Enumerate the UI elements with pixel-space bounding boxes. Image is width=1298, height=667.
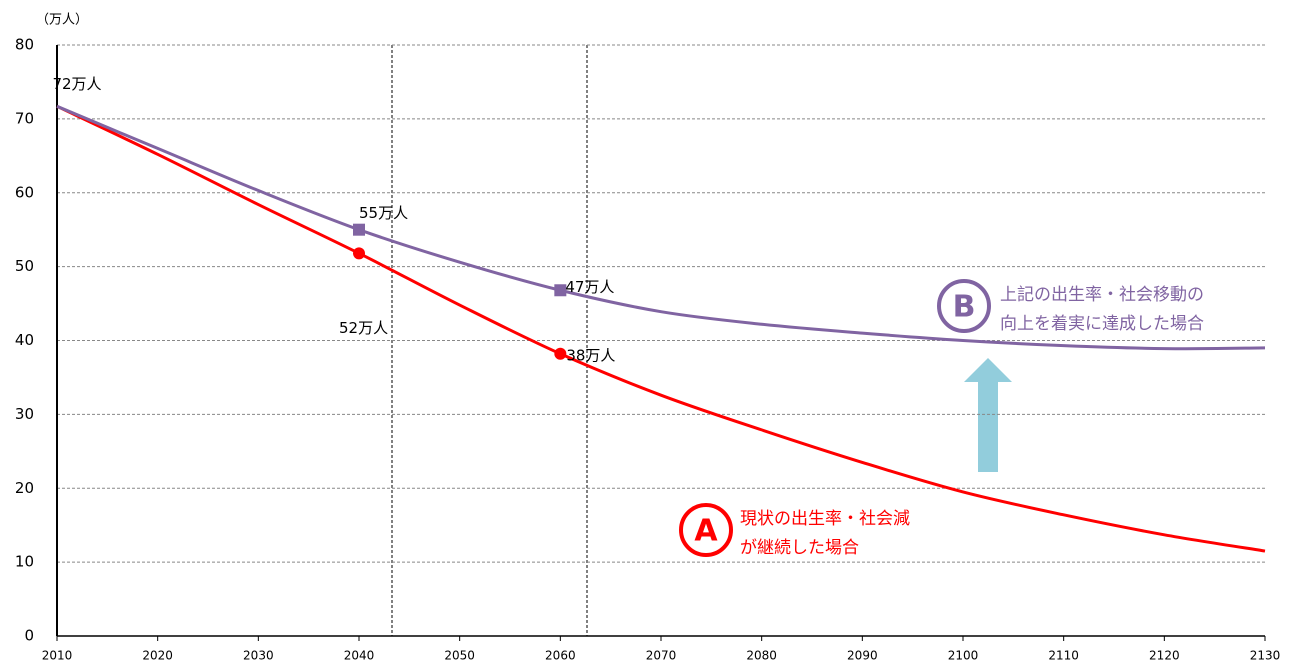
marker: [353, 223, 365, 236]
y-tick-label: 70: [15, 109, 34, 127]
y-tick-label: 10: [15, 553, 34, 571]
annotation-letter: A: [694, 514, 718, 549]
x-tick-label: 2030: [243, 649, 274, 663]
x-tick-label: 2050: [444, 649, 475, 663]
annotation-text: が継続した場合: [740, 538, 859, 558]
marker: [554, 347, 567, 360]
x-tick-label: 2070: [646, 649, 677, 663]
x-tick-label: 2080: [746, 649, 777, 663]
line: [56, 104, 1266, 553]
annotation-text: 現状の出生率・社会減: [740, 509, 910, 529]
annotation-letter: B: [953, 290, 976, 325]
y-unit-label: （万人）: [36, 13, 88, 28]
x-tick-label: 2120: [1149, 649, 1180, 663]
data-label: 47万人: [565, 278, 614, 296]
arrow: [964, 358, 1012, 472]
x-tick-label: 2090: [847, 649, 878, 663]
marker: [554, 284, 567, 297]
y-tick-label: 0: [24, 627, 34, 645]
annotation-text: 向上を着実に達成した場合: [1000, 314, 1204, 334]
annotation-badge: [679, 503, 733, 557]
x-tick-label: 2100: [948, 649, 979, 663]
x-tick-label: 2040: [344, 649, 375, 663]
y-tick-label: 80: [15, 36, 34, 54]
x-tick-label: 2110: [1048, 649, 1079, 663]
y-tick-label: 50: [15, 257, 34, 275]
x-tick-label: 2020: [142, 649, 173, 663]
y-tick-label: 30: [15, 405, 34, 423]
marker: [353, 247, 365, 260]
x-tick-label: 2060: [545, 649, 576, 663]
annotation-badge: [937, 279, 991, 333]
data-label: 52万人: [339, 319, 388, 337]
data-label: 38万人: [566, 346, 615, 364]
x-tick-label: 2130: [1250, 649, 1281, 663]
line: [56, 104, 1266, 351]
x-tick-label: 2010: [42, 649, 73, 663]
y-tick-label: 60: [15, 183, 34, 201]
annotation-text: 上記の出生率・社会移動の: [1000, 285, 1204, 305]
data-label: 72万人: [52, 75, 101, 93]
y-tick-label: 40: [15, 331, 34, 349]
y-tick-label: 20: [15, 479, 34, 497]
data-label: 55万人: [359, 204, 408, 222]
